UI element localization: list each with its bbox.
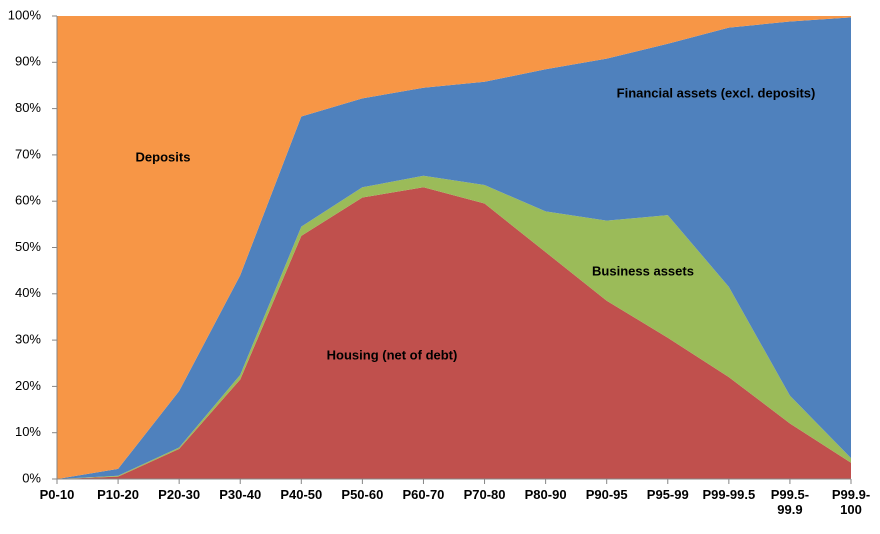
area (57, 16, 851, 479)
y-tick-label: 0% (22, 470, 41, 485)
series-label: Financial assets (excl. deposits) (617, 85, 816, 100)
x-tick-label: P10-20 (97, 487, 140, 502)
x-tick-label: P95-99 (646, 487, 689, 502)
y-tick-label: 70% (15, 146, 41, 161)
x-tick-label: P90-95 (585, 487, 628, 502)
y-tick-label: 80% (15, 100, 41, 115)
y-tick-label: 30% (15, 332, 41, 347)
x-tick-label: P70-80 (463, 487, 506, 502)
y-tick-label: 50% (15, 239, 41, 254)
area (57, 17, 851, 479)
x-tick-label: P80-90 (524, 487, 567, 502)
x-tick-label: P60-70 (402, 487, 445, 502)
x-tick-label: P40-50 (280, 487, 323, 502)
series-label: Business assets (592, 263, 694, 278)
y-tick-label: 90% (15, 54, 41, 69)
y-tick-label: 60% (15, 193, 41, 208)
x-tick-label: P50-60 (341, 487, 384, 502)
x-tick-label: P30-40 (219, 487, 262, 502)
x-tick-label: P0-10 (39, 487, 75, 502)
x-tick-label: P99.9-100 (831, 487, 871, 517)
series-label: Deposits (136, 149, 191, 164)
area (57, 175, 851, 480)
y-tick-label: 10% (15, 424, 41, 439)
y-tick-label: 100% (8, 7, 42, 22)
x-tick-label: P20-30 (158, 487, 201, 502)
y-tick-label: 20% (15, 378, 41, 393)
y-tick-label: 40% (15, 285, 41, 300)
x-tick-label: P99-99.5 (702, 487, 756, 502)
x-tick-label: P99.5-99.9 (770, 487, 810, 517)
series-label: Housing (net of debt) (327, 347, 458, 362)
area (57, 187, 851, 479)
